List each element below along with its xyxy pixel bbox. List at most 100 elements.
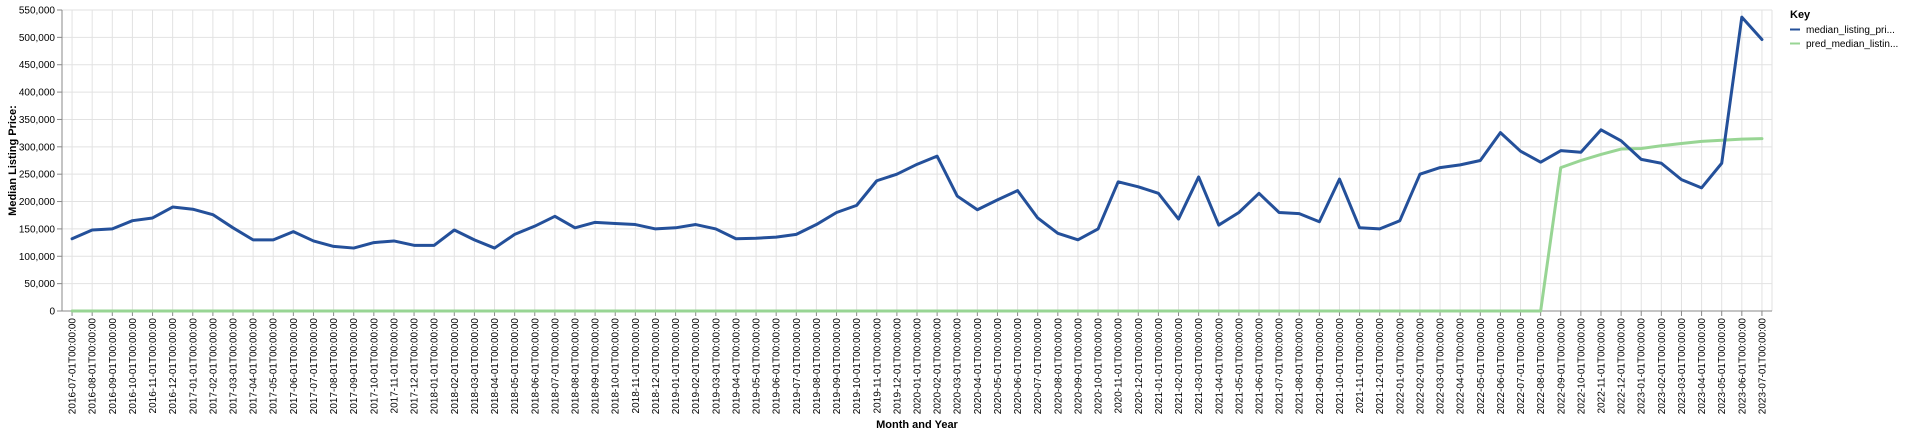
x-tick-label: 2020-11-01T00:00:00 [1114, 318, 1125, 414]
x-tick-label: 2023-05-01T00:00:00 [1717, 318, 1728, 415]
x-tick-label: 2017-07-01T00:00:00 [309, 318, 320, 415]
x-tick-label: 2020-01-01T00:00:00 [913, 318, 924, 415]
x-tick-label: 2021-08-01T00:00:00 [1295, 318, 1306, 415]
x-tick-label: 2020-10-01T00:00:00 [1094, 318, 1105, 415]
x-tick-label: 2019-05-01T00:00:00 [752, 318, 763, 415]
x-tick-label: 2021-12-01T00:00:00 [1375, 318, 1386, 415]
x-tick-label: 2020-06-01T00:00:00 [1013, 318, 1024, 415]
y-tick-label: 400,000 [19, 88, 56, 99]
x-tick-label: 2020-05-01T00:00:00 [993, 318, 1004, 415]
x-tick-label: 2021-09-01T00:00:00 [1315, 318, 1326, 415]
y-axis-title: Median Listing Price: [7, 105, 19, 216]
x-tick-label: 2019-01-01T00:00:00 [671, 318, 682, 415]
x-tick-label: 2017-09-01T00:00:00 [349, 318, 360, 415]
x-tick-label: 2021-05-01T00:00:00 [1234, 318, 1245, 415]
x-tick-label: 2022-08-01T00:00:00 [1536, 318, 1547, 415]
x-tick-label: 2017-04-01T00:00:00 [249, 318, 260, 415]
series-line-pred_median_listin [70, 137, 1764, 313]
y-tick-label: 100,000 [19, 252, 56, 263]
x-tick-label: 2018-08-01T00:00:00 [571, 318, 582, 415]
x-tick-label: 2017-06-01T00:00:00 [289, 318, 300, 415]
x-tick-label: 2016-10-01T00:00:00 [128, 318, 139, 415]
x-tick-label: 2017-05-01T00:00:00 [269, 318, 280, 415]
x-tick-label: 2018-09-01T00:00:00 [591, 318, 602, 415]
x-tick-label: 2019-09-01T00:00:00 [832, 318, 843, 415]
x-tick-label: 2019-11-01T00:00:00 [872, 318, 883, 414]
x-tick-label: 2016-12-01T00:00:00 [168, 318, 179, 415]
x-tick-label: 2021-02-01T00:00:00 [1174, 318, 1185, 415]
x-axis-title: Month and Year [876, 419, 958, 431]
x-tick-label: 2022-03-01T00:00:00 [1436, 318, 1447, 415]
x-tick-label: 2022-04-01T00:00:00 [1456, 318, 1467, 415]
legend-label: median_listing_pri... [1806, 25, 1895, 36]
y-tick-label: 300,000 [19, 142, 56, 153]
x-tick-label: 2019-06-01T00:00:00 [772, 318, 783, 415]
x-tick-label: 2022-01-01T00:00:00 [1395, 318, 1406, 415]
y-tick-label: 550,000 [19, 6, 56, 17]
x-tick-label: 2019-12-01T00:00:00 [892, 318, 903, 415]
x-tick-label: 2021-04-01T00:00:00 [1214, 318, 1225, 415]
x-tick-label: 2022-06-01T00:00:00 [1496, 318, 1507, 415]
x-tick-label: 2019-08-01T00:00:00 [812, 318, 823, 415]
x-tick-label: 2017-08-01T00:00:00 [329, 318, 340, 415]
x-tick-label: 2021-07-01T00:00:00 [1275, 318, 1286, 415]
x-tick-label: 2022-10-01T00:00:00 [1576, 318, 1587, 415]
x-tick-label: 2022-11-01T00:00:00 [1597, 318, 1608, 414]
x-tick-label: 2018-05-01T00:00:00 [510, 318, 521, 415]
x-tick-label: 2021-10-01T00:00:00 [1335, 318, 1346, 415]
x-tick-label: 2018-07-01T00:00:00 [550, 318, 561, 415]
x-tick-label: 2016-11-01T00:00:00 [148, 318, 159, 414]
legend: Key median_listing_pri... pred_median_lis… [1790, 9, 1898, 50]
x-tick-label: 2020-04-01T00:00:00 [973, 318, 984, 415]
x-tick-label: 2020-12-01T00:00:00 [1134, 318, 1145, 415]
x-tick-label: 2018-12-01T00:00:00 [651, 318, 662, 415]
x-tick-label: 2018-11-01T00:00:00 [631, 318, 642, 414]
series-line-median_listing_pri [70, 15, 1764, 250]
x-tick-label: 2019-10-01T00:00:00 [852, 318, 863, 415]
legend-label: pred_median_listin... [1806, 39, 1898, 50]
y-tick-label: 0 [49, 307, 55, 318]
x-tick-label: 2020-09-01T00:00:00 [1073, 318, 1084, 415]
x-tick-label: 2017-11-01T00:00:00 [389, 318, 400, 414]
x-tick-label: 2022-09-01T00:00:00 [1556, 318, 1567, 415]
x-tick-label: 2023-01-01T00:00:00 [1637, 318, 1648, 415]
y-tick-label: 50,000 [24, 279, 55, 290]
x-tick-label: 2022-12-01T00:00:00 [1617, 318, 1628, 415]
x-tick-label: 2017-10-01T00:00:00 [369, 318, 380, 415]
x-tick-label: 2019-02-01T00:00:00 [691, 318, 702, 415]
x-tick-label: 2023-03-01T00:00:00 [1677, 318, 1688, 415]
x-tick-label: 2019-04-01T00:00:00 [731, 318, 742, 415]
x-tick-label: 2021-11-01T00:00:00 [1355, 318, 1366, 414]
x-tick-label: 2021-01-01T00:00:00 [1154, 318, 1165, 415]
x-tick-label: 2018-02-01T00:00:00 [450, 318, 461, 415]
y-tick-label: 350,000 [19, 115, 56, 126]
x-tick-label: 2022-07-01T00:00:00 [1516, 318, 1527, 415]
x-tick-label: 2020-03-01T00:00:00 [953, 318, 964, 415]
x-tick-label: 2021-03-01T00:00:00 [1194, 318, 1205, 415]
axes: 0 50,000 100,000 150,000 200,000 250,000 300,0… [19, 6, 1772, 415]
series-lines [70, 15, 1764, 313]
x-tick-label: 2016-08-01T00:00:00 [88, 318, 99, 415]
x-tick-label: 2018-06-01T00:00:00 [530, 318, 541, 415]
x-tick-label: 2019-03-01T00:00:00 [711, 318, 722, 415]
y-tick-label: 250,000 [19, 170, 56, 181]
x-tick-label: 2022-02-01T00:00:00 [1415, 318, 1426, 415]
x-tick-label: 2020-02-01T00:00:00 [933, 318, 944, 415]
x-tick-label: 2020-08-01T00:00:00 [1053, 318, 1064, 415]
x-tick-label: 2021-06-01T00:00:00 [1255, 318, 1266, 415]
x-tick-label: 2017-01-01T00:00:00 [188, 318, 199, 415]
legend-entries: median_listing_pri... pred_median_listin.… [1790, 25, 1898, 50]
legend-title: Key [1790, 9, 1811, 21]
x-tick-label: 2017-03-01T00:00:00 [229, 318, 240, 415]
x-tick-label: 2018-01-01T00:00:00 [430, 318, 441, 415]
gridlines [62, 9, 1773, 312]
x-tick-label: 2019-07-01T00:00:00 [792, 318, 803, 415]
x-tick-label: 2023-02-01T00:00:00 [1657, 318, 1668, 415]
x-tick-label: 2020-07-01T00:00:00 [1033, 318, 1044, 415]
y-tick-label: 500,000 [19, 33, 56, 44]
x-tick-label: 2018-04-01T00:00:00 [490, 318, 501, 415]
x-tick-label: 2016-07-01T00:00:00 [68, 318, 79, 415]
x-tick-label: 2018-10-01T00:00:00 [611, 318, 622, 415]
x-tick-label: 2017-12-01T00:00:00 [410, 318, 421, 415]
